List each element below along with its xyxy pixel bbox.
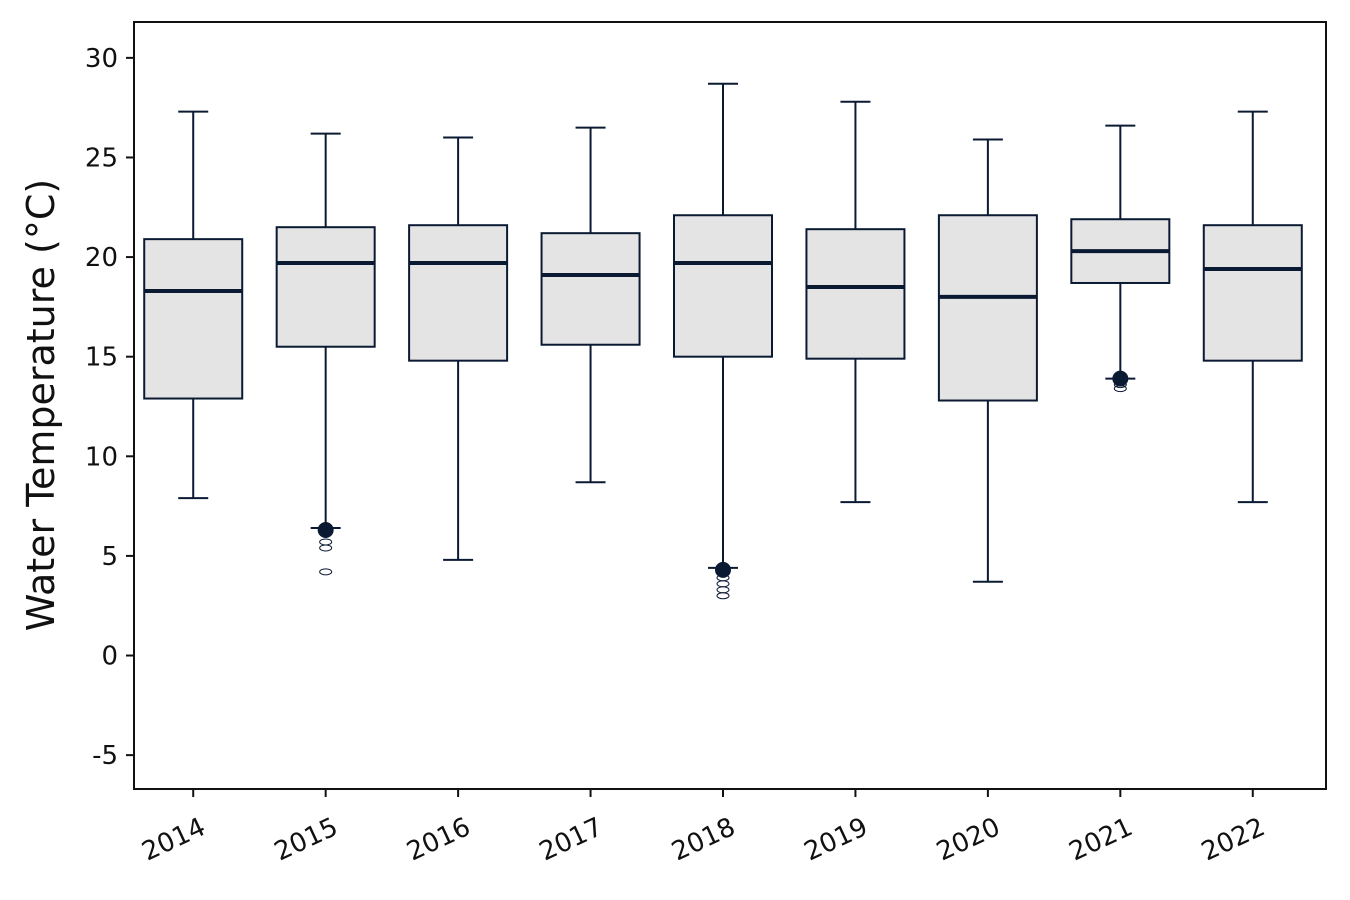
y-tick-label: 15: [85, 343, 118, 373]
box-2020: [937, 138, 1038, 583]
outlier-point: [716, 592, 730, 600]
y-tick-label: 25: [85, 143, 118, 173]
y-tick-label: 30: [85, 44, 118, 74]
iqr-box: [540, 232, 641, 346]
x-tick-label: 2014: [138, 812, 211, 867]
outlier-point: [716, 580, 730, 588]
iqr-box: [1202, 224, 1303, 362]
box-2018: [673, 82, 773, 600]
x-tick-label: 2019: [800, 812, 873, 867]
y-tick-label: 5: [101, 542, 118, 572]
outlier-point: [1113, 381, 1127, 389]
x-tick-label: 2016: [402, 812, 475, 867]
x-tick-label: 2015: [270, 812, 343, 867]
y-tick-label: -5: [92, 741, 118, 771]
outlier-point: [715, 561, 731, 578]
box-2016: [408, 136, 509, 561]
box-2017: [540, 126, 641, 484]
x-tick-label: 2017: [535, 812, 608, 867]
outlier-point: [319, 538, 333, 546]
iqr-box: [673, 214, 773, 358]
y-tick-label: 20: [85, 243, 118, 273]
outlier-point: [319, 568, 333, 576]
x-tick-label: 2021: [1065, 812, 1138, 867]
plot-layer: [143, 82, 1303, 600]
y-tick-label: 10: [85, 442, 118, 472]
box-2015: [275, 132, 376, 576]
outlier-point: [716, 586, 730, 594]
y-axis: -5 0 5 10 15 20 25 30: [85, 44, 134, 771]
x-tick-label: 2022: [1197, 812, 1270, 867]
outlier-point: [317, 522, 334, 539]
outlier-point: [1113, 385, 1127, 393]
y-tick-label: 0: [101, 642, 118, 672]
iqr-box: [143, 238, 244, 400]
box-2021: [1070, 124, 1171, 393]
box-2022: [1202, 110, 1303, 504]
iqr-box: [937, 214, 1038, 402]
y-axis-title: Water Temperature (°C): [19, 179, 63, 631]
iqr-box: [408, 224, 509, 362]
outlier-point: [319, 544, 333, 552]
x-axis: 2014 2015 2016 2017 2018 2019 2020 2021 2022: [138, 789, 1270, 867]
x-tick-label: 2020: [932, 812, 1005, 867]
box-2019: [805, 100, 906, 504]
iqr-box: [805, 228, 906, 360]
box-2014: [143, 110, 244, 500]
iqr-box: [275, 226, 376, 348]
x-tick-label: 2018: [667, 812, 740, 867]
plot-frame: [133, 21, 1327, 790]
